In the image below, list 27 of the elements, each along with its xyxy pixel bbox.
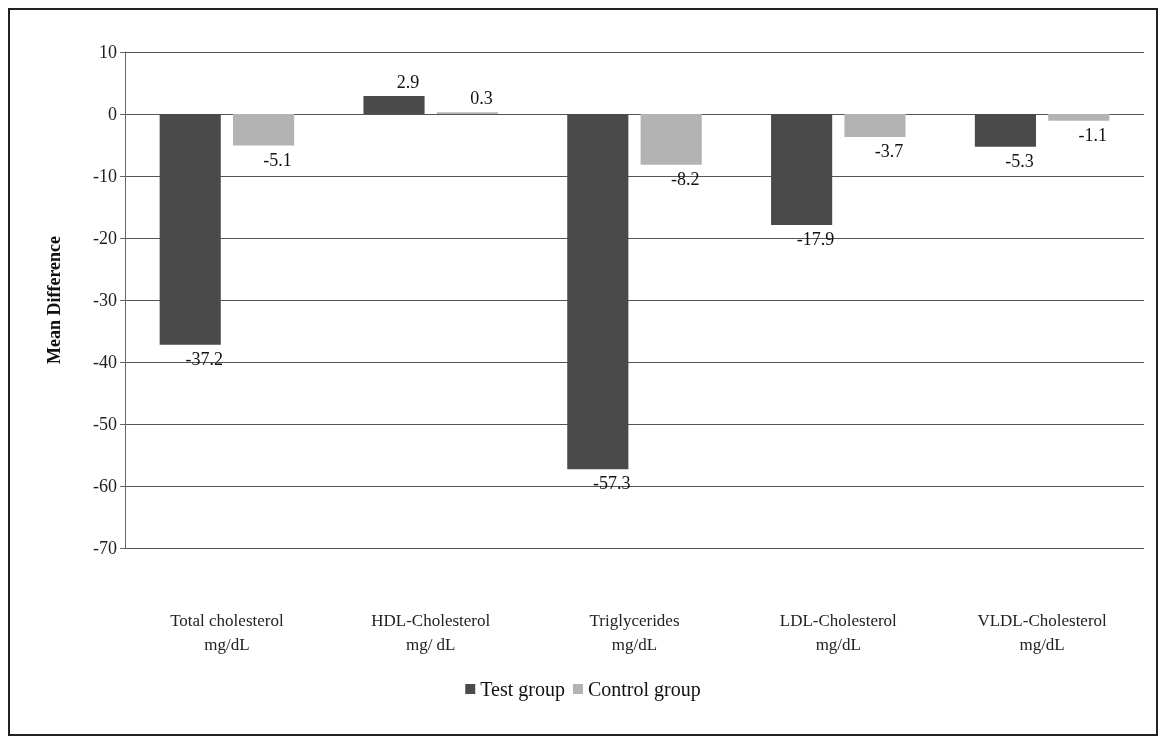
y-tick-label: -40 — [93, 352, 117, 372]
x-tick-label: Total cholesterol mg/dL — [170, 610, 284, 654]
data-label: -1.1 — [1078, 124, 1108, 145]
y-axis-title: Mean Difference — [44, 235, 64, 365]
y-tick-label: -60 — [93, 476, 117, 496]
data-label: -3.7 — [874, 140, 904, 161]
y-tick-label: -30 — [93, 290, 117, 310]
legend-label: Test group — [480, 678, 565, 701]
data-label: 0.3 — [470, 88, 493, 109]
bar — [640, 114, 702, 165]
y-tick-label: -20 — [93, 228, 117, 248]
bar — [844, 114, 906, 137]
y-tick-label: -10 — [93, 166, 117, 186]
x-tick-label: LDL-Cholesterol mg/dL — [779, 610, 898, 654]
x-tick-label: HDL-Cholesterol mg/ dL — [371, 610, 491, 654]
legend-label: Control group — [587, 678, 701, 701]
bar — [1048, 114, 1110, 121]
y-tick-label: -70 — [93, 538, 117, 558]
x-tick-label: VLDL-Cholesterol mg/dL — [977, 610, 1108, 654]
y-tick-label: 10 — [99, 42, 117, 62]
data-label: 2.9 — [396, 72, 420, 93]
x-tick-label: Triglycerides mg/dL — [589, 610, 680, 654]
bar — [233, 114, 295, 146]
y-tick-label: 0 — [108, 104, 117, 124]
data-label: -5.1 — [263, 149, 292, 170]
data-label: -5.3 — [1005, 150, 1034, 171]
y-tick-label: -50 — [93, 414, 117, 434]
